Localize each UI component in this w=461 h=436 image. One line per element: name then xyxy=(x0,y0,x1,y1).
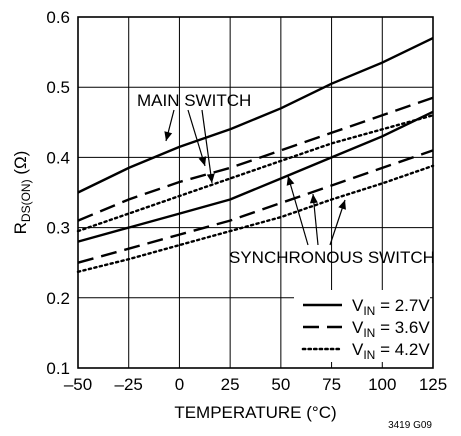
annotation-arrows xyxy=(164,109,346,246)
series-line-synchronous-dashed xyxy=(77,149,434,264)
main-switch-arrow-head xyxy=(206,173,215,183)
series-line-main-solid xyxy=(77,37,434,194)
x-axis-title: TEMPERATURE (°C) xyxy=(174,403,336,422)
legend-label-main: V xyxy=(352,296,364,315)
y-axis-title-subscript: DS(ON) xyxy=(19,179,33,222)
y-tick-label: 0.2 xyxy=(46,289,70,308)
y-axis-title: RDS(ON) (Ω) xyxy=(11,151,33,235)
x-tick-labels: –50 –25 0 25 50 75 100 125 xyxy=(64,375,447,394)
legend-label: VIN = 2.7V xyxy=(352,296,430,318)
x-tick-label: 100 xyxy=(368,375,396,394)
synchronous-switch-arrow xyxy=(287,175,309,246)
main-switch-arrow xyxy=(187,109,206,167)
series-line-synchronous-dotted xyxy=(76,164,435,273)
y-tick-label: 0.6 xyxy=(46,8,70,27)
synchronous-switch-arrow-head xyxy=(309,194,318,204)
x-tick-label: –50 xyxy=(64,375,92,394)
x-tick-label: 75 xyxy=(322,375,341,394)
y-axis-title-main: R xyxy=(11,222,30,234)
y-tick-labels: 0.1 0.2 0.3 0.4 0.5 0.6 xyxy=(46,8,70,378)
series-line-main-dashed xyxy=(77,96,434,222)
main-switch-arrow-head xyxy=(198,156,207,166)
legend-label-subscript: IN xyxy=(363,326,375,340)
legend-label-value: = 3.6V xyxy=(375,318,430,337)
grid xyxy=(78,17,433,368)
x-tick-label: 25 xyxy=(221,375,240,394)
y-axis-title-unit: (Ω) xyxy=(11,151,30,180)
legend-label-main: V xyxy=(352,340,364,359)
x-tick-label: 0 xyxy=(175,375,184,394)
synchronous-switch-label: SYNCHRONOUS SWITCH xyxy=(229,248,435,267)
legend-label-main: V xyxy=(352,318,364,337)
synchronous-switch-arrow-head xyxy=(338,200,346,210)
x-tick-label: –25 xyxy=(115,375,143,394)
y-tick-label: 0.5 xyxy=(46,78,70,97)
legend-label-subscript: IN xyxy=(363,348,375,362)
legend-label-subscript: IN xyxy=(363,304,375,318)
series-line-main-dotted xyxy=(76,114,435,233)
legend-label: VIN = 3.6V xyxy=(352,318,430,340)
legend-label: VIN = 4.2V xyxy=(352,340,430,362)
x-tick-label: 50 xyxy=(271,375,290,394)
synchronous-switch-arrow-head xyxy=(286,176,295,186)
series-line-synchronous-solid xyxy=(77,110,434,243)
figure-id: 3419 G09 xyxy=(388,420,432,431)
main-switch-label: MAIN SWITCH xyxy=(137,91,251,110)
main-switch-arrow xyxy=(201,109,213,184)
y-tick-label: 0.1 xyxy=(46,359,70,378)
annotations: MAIN SWITCH SYNCHRONOUS SWITCH xyxy=(137,91,435,267)
legend-label-value: = 4.2V xyxy=(375,340,430,359)
y-tick-label: 0.4 xyxy=(46,148,70,167)
x-tick-label: 125 xyxy=(419,375,447,394)
main-switch-arrow-head xyxy=(164,131,173,141)
series-layer xyxy=(76,37,435,273)
y-tick-label: 0.3 xyxy=(46,219,70,238)
legend-label-value: = 2.7V xyxy=(375,296,430,315)
